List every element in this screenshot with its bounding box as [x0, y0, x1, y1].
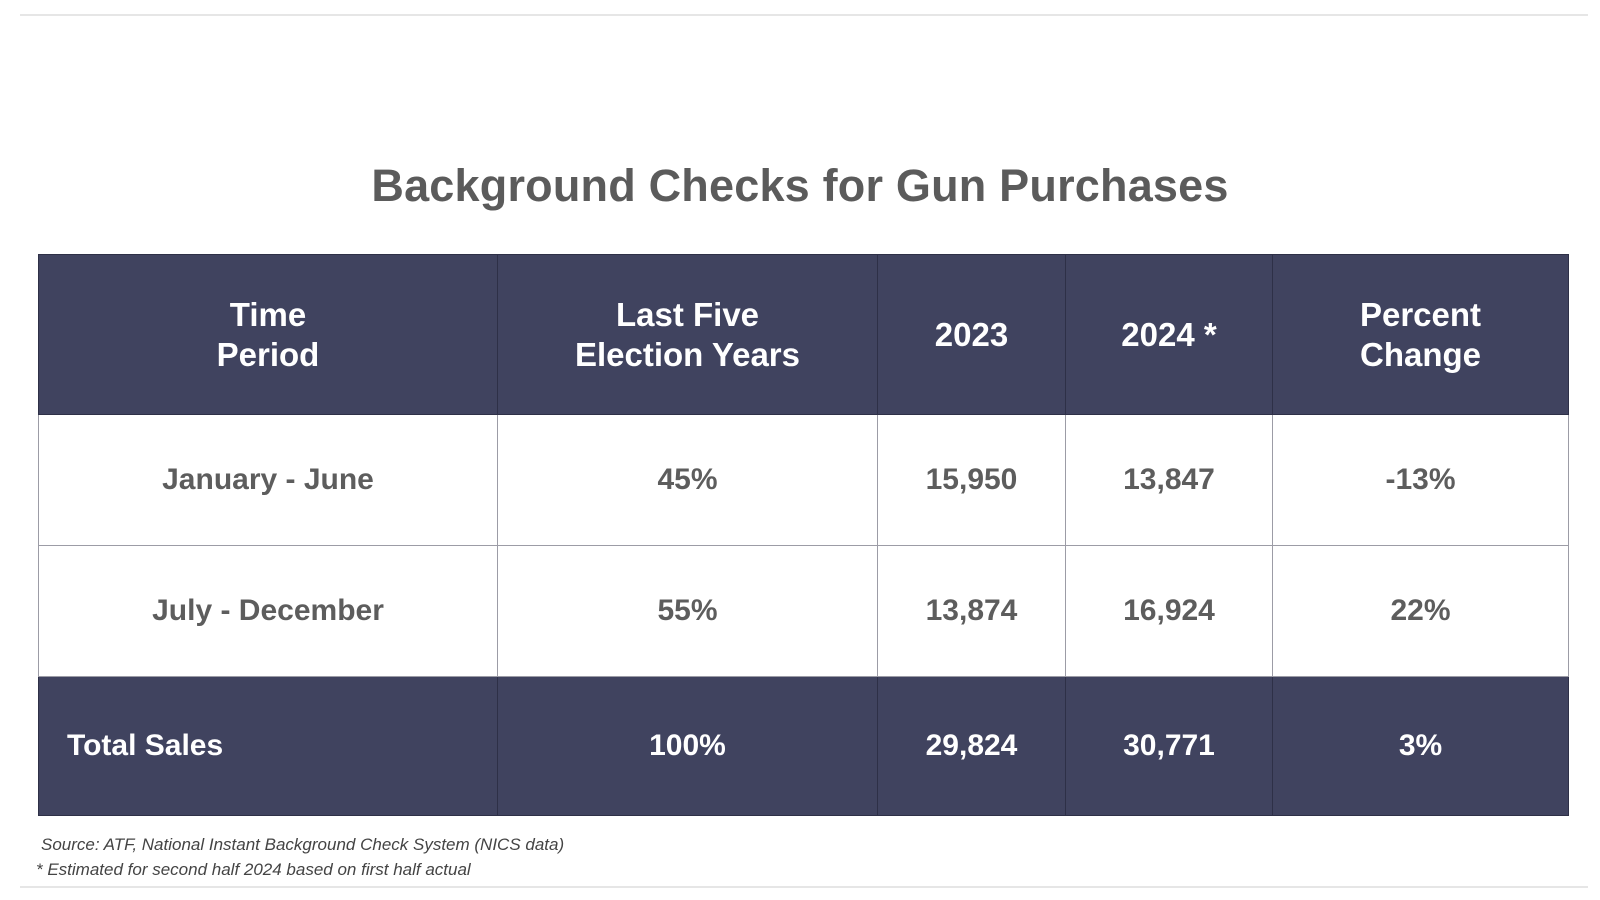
top-divider [20, 14, 1588, 16]
table-header-row: Time Period Last Five Election Years 202… [38, 254, 1569, 415]
cell-2023: 15,950 [877, 414, 1066, 546]
table-row: January - June 45% 15,950 13,847 -13% [38, 414, 1569, 546]
table-row: July - December 55% 13,874 16,924 22% [38, 545, 1569, 677]
source-note: Source: ATF, National Instant Background… [41, 835, 565, 854]
total-last-five: 100% [497, 676, 878, 816]
cell-last-five: 55% [497, 545, 878, 677]
cell-2024: 16,924 [1065, 545, 1273, 677]
cell-period: July - December [38, 545, 498, 677]
page-title: Background Checks for Gun Purchases [371, 160, 1229, 211]
cell-2024: 13,847 [1065, 414, 1273, 546]
background-checks-table: Time Period Last Five Election Years 202… [38, 254, 1569, 816]
cell-percent-change: -13% [1272, 414, 1569, 546]
total-2024: 30,771 [1065, 676, 1273, 816]
cell-percent-change: 22% [1272, 545, 1569, 677]
header-time-period: Time Period [38, 254, 498, 415]
header-2024: 2024 * [1065, 254, 1273, 415]
header-last-five-election-years: Last Five Election Years [497, 254, 878, 415]
total-percent-change: 3% [1272, 676, 1569, 816]
cell-2023: 13,874 [877, 545, 1066, 677]
bottom-divider [20, 886, 1588, 888]
header-percent-change: Percent Change [1272, 254, 1569, 415]
total-2023: 29,824 [877, 676, 1066, 816]
header-2023: 2023 [877, 254, 1066, 415]
total-label: Total Sales [38, 676, 498, 816]
table-total-row: Total Sales 100% 29,824 30,771 3% [38, 676, 1569, 816]
cell-last-five: 45% [497, 414, 878, 546]
cell-period: January - June [38, 414, 498, 546]
estimate-note: * Estimated for second half 2024 based o… [36, 860, 471, 879]
footnotes: Source: ATF, National Instant Background… [36, 832, 564, 882]
